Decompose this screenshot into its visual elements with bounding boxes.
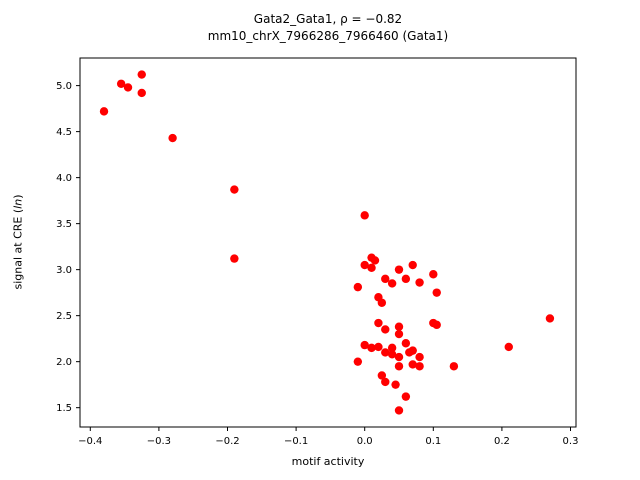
- scatter-point: [116, 79, 126, 88]
- scatter-point: [545, 314, 555, 323]
- scatter-point: [504, 342, 513, 352]
- scatter-point: [230, 254, 239, 263]
- scatter-point: [415, 362, 424, 371]
- scatter-point: [230, 185, 239, 194]
- scatter-point: [449, 362, 459, 371]
- scatter-point: [137, 70, 146, 79]
- scatter-point: [123, 83, 133, 92]
- scatter-point: [381, 348, 390, 357]
- y-tick-label: 1.5: [56, 403, 72, 414]
- chart-title-line2: mm10_chrX_7966286_7966460 (Gata1): [207, 29, 449, 43]
- x-tick-label: 0.0: [357, 436, 373, 447]
- scatter-point: [429, 270, 438, 279]
- y-tick-label: 2.0: [56, 357, 72, 368]
- scatter-point: [381, 325, 390, 334]
- scatter-point: [360, 340, 369, 350]
- scatter-point: [387, 350, 397, 359]
- scatter-point: [377, 298, 387, 307]
- y-tick-label: 3.5: [56, 219, 72, 230]
- scatter-point: [381, 274, 390, 284]
- scatter-point: [401, 274, 411, 284]
- scatter-point: [360, 211, 369, 220]
- scatter-point: [432, 288, 441, 297]
- scatter-point: [353, 357, 363, 366]
- scatter-point: [370, 256, 380, 265]
- y-tick-label: 5.0: [56, 81, 72, 92]
- scatter-point: [99, 107, 109, 116]
- scatter-point: [394, 362, 404, 371]
- scatter-point: [377, 371, 387, 380]
- plot-frame: [79, 57, 577, 428]
- scatter-point: [391, 380, 400, 389]
- y-tick-label: 3.0: [56, 265, 72, 276]
- scatter-point: [415, 278, 424, 287]
- scatter-point: [401, 392, 411, 401]
- x-tick-label: 0.2: [494, 436, 510, 447]
- scatter-point: [394, 265, 404, 274]
- scatter-point: [408, 346, 417, 355]
- scatter-point: [394, 352, 404, 362]
- scatter-point: [353, 282, 363, 292]
- scatter-point: [394, 406, 404, 415]
- x-tick-label: −0.2: [215, 436, 239, 447]
- scatter-point: [381, 377, 390, 387]
- scatter-point: [374, 318, 383, 328]
- scatter-point: [374, 342, 383, 352]
- scatter-point: [394, 329, 404, 339]
- scatter-point: [415, 352, 424, 362]
- x-tick-label: −0.4: [78, 436, 102, 447]
- scatter-point: [387, 279, 397, 288]
- scatter-point: [168, 133, 177, 143]
- y-tick-label: 4.0: [56, 173, 72, 184]
- scatter-point: [387, 343, 397, 353]
- scatter-point: [401, 339, 411, 348]
- x-tick-label: −0.3: [147, 436, 171, 447]
- y-tick-label: 2.5: [56, 311, 72, 322]
- scatter-point: [432, 320, 441, 330]
- chart-title-line1: Gata2_Gata1, ρ = −0.82: [253, 12, 403, 26]
- x-tick-label: −0.1: [284, 436, 308, 447]
- y-tick-label: 4.5: [56, 127, 72, 138]
- scatter-point: [367, 263, 376, 273]
- x-tick-label: 0.1: [425, 436, 441, 447]
- chart-title: Gata2_Gata1, ρ = −0.82 mm10_chrX_7966286…: [80, 11, 576, 45]
- scatter-point: [367, 343, 376, 353]
- scatter-point: [408, 260, 417, 270]
- scatter-point: [360, 260, 369, 270]
- scatter-point: [137, 88, 146, 98]
- x-axis-label: motif activity: [291, 455, 365, 468]
- scatter-point: [394, 322, 404, 331]
- scatter-point: [408, 360, 417, 369]
- x-tick-label: 0.3: [563, 436, 579, 447]
